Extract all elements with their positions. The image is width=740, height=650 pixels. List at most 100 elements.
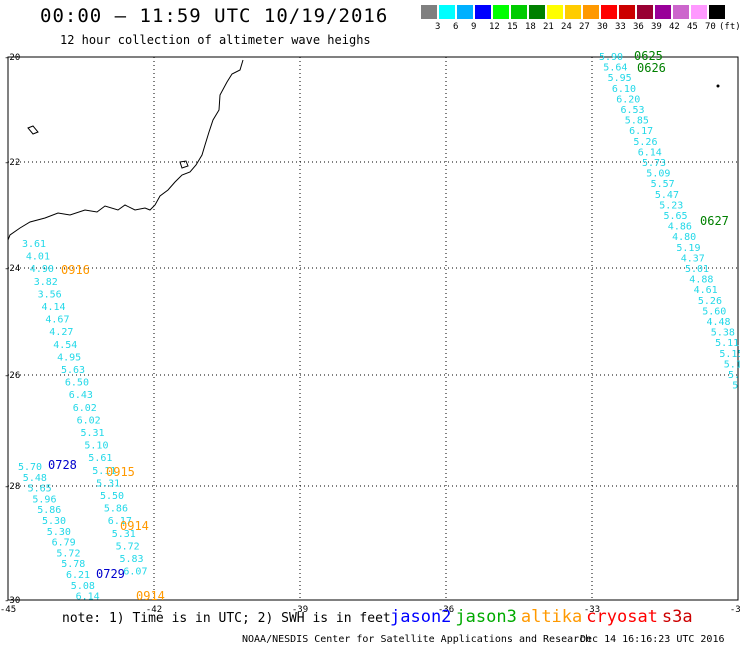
footer-date: Dec 14 16:16:23 UTC 2016	[580, 634, 725, 645]
legend-label: 12	[489, 22, 500, 32]
page-title: 00:00 – 11:59 UTC 10/19/2016	[40, 5, 389, 27]
swh-value: 5.78	[61, 559, 85, 570]
legend-swatch	[601, 5, 617, 19]
lat-tick-label: -20	[4, 53, 20, 63]
swh-value: 6.10	[612, 84, 636, 95]
swh-value: 4.67	[45, 315, 69, 326]
swh-value: 6.21	[66, 570, 90, 581]
satellite-name: jason3	[455, 607, 517, 627]
coastline	[7, 59, 244, 241]
satellite-name: s3a	[661, 607, 693, 627]
swh-value: 5.38	[711, 328, 735, 339]
legend-label: 70	[705, 22, 716, 32]
pass-time-label: 0625	[634, 49, 663, 63]
swh-value: 6.14	[76, 592, 100, 603]
swh-value: 4.48	[707, 317, 731, 328]
legend-label: 3	[435, 22, 441, 32]
lat-tick-label: -28	[4, 482, 20, 492]
swh-value: 5.72	[56, 548, 80, 559]
swh-value: 6.02	[73, 403, 97, 414]
pass-time-label: 0728	[48, 458, 77, 472]
legend-label: 21	[543, 22, 554, 32]
pass-time-label: 0914	[120, 519, 149, 533]
legend-swatch	[583, 5, 599, 19]
legend-label: 9	[471, 22, 477, 32]
swh-value: 5.26	[633, 137, 657, 148]
legend-swatch	[547, 5, 563, 19]
pass-time-label: 0914	[136, 589, 165, 603]
swh-value: 4.90	[30, 264, 54, 275]
legend-label: 24	[561, 22, 572, 32]
swh-value: 6.02	[77, 415, 101, 426]
lat-tick-label: -30	[4, 596, 20, 606]
legend-label: 45	[687, 22, 698, 32]
legend-label: (ft)	[719, 22, 740, 32]
swh-value: 6.43	[69, 390, 93, 401]
swh-value: 5.01	[685, 264, 709, 275]
legend-label: 6	[453, 22, 459, 32]
legend-label: 39	[651, 22, 662, 32]
lat-tick-label: -22	[4, 158, 20, 168]
satellite-name: cryosat	[586, 607, 658, 627]
pass-time-label: 0915	[106, 465, 135, 479]
swh-value: 5.85	[625, 116, 649, 127]
swh-value: 5.70	[18, 462, 42, 473]
legend-label: 27	[579, 22, 590, 32]
swh-value: 6.14	[638, 147, 662, 158]
lon-tick-label: -30	[730, 605, 740, 615]
swh-value: 4.01	[26, 252, 50, 263]
legend-label: 42	[669, 22, 680, 32]
lat-tick-label: -26	[4, 371, 20, 381]
satellite-name: altika	[520, 607, 583, 627]
swh-value: 5.65	[664, 211, 688, 222]
satellite-legend: jason2 jason3 altika cryosat s3a	[390, 607, 697, 627]
swh-value: 4.80	[672, 232, 696, 243]
swh-value: 5.11	[92, 466, 116, 477]
swh-value: 5.26	[698, 296, 722, 307]
legend-swatch	[421, 5, 437, 19]
legend-swatch	[529, 5, 545, 19]
swh-value: 6.79	[52, 538, 76, 549]
swh-value: 3.56	[38, 289, 62, 300]
swh-value: 3.82	[34, 277, 58, 288]
swh-value: 5.11	[715, 338, 739, 349]
page-subtitle: 12 hour collection of altimeter wave hei…	[60, 33, 371, 47]
swh-value: 5.72	[116, 541, 140, 552]
footer-credit: NOAA/NESDIS Center for Satellite Applica…	[242, 634, 592, 645]
legend-swatch	[637, 5, 653, 19]
swh-value: 5.31	[96, 478, 120, 489]
swh-value: 5.61	[88, 453, 112, 464]
legend-swatch	[691, 5, 707, 19]
legend-swatch	[439, 5, 455, 19]
swh-value: 6.50	[65, 378, 89, 389]
legend-swatch	[565, 5, 581, 19]
legend-swatch	[619, 5, 635, 19]
swh-value: 5.09	[646, 169, 670, 180]
legend-swatch	[457, 5, 473, 19]
swh-value: 5.65	[28, 484, 52, 495]
swh-value: 4.54	[53, 340, 77, 351]
swh-value: 4.88	[689, 275, 713, 286]
swh-value: 5.08	[71, 581, 95, 592]
legend-swatch	[655, 5, 671, 19]
swh-value: 5.10	[84, 441, 108, 452]
legend-label: 15	[507, 22, 518, 32]
swh-value: 3.61	[22, 239, 46, 250]
swh-value: 5.86	[104, 504, 128, 515]
swh-value: 4.86	[668, 222, 692, 233]
swh-value: 5.50	[100, 491, 124, 502]
legend-swatch	[475, 5, 491, 19]
pass-time-label: 0627	[700, 214, 729, 228]
swh-value: 5.31	[81, 428, 105, 439]
island-outline	[179, 160, 189, 169]
swh-value: 6.17	[108, 516, 132, 527]
swh-value: 5.64	[603, 63, 627, 74]
swh-value: 5.30	[47, 527, 71, 538]
swh-value: 5.90	[599, 52, 623, 63]
satellite-name: jason2	[390, 607, 452, 627]
swh-value: 5.23	[659, 200, 683, 211]
legend-swatch	[511, 5, 527, 19]
pass-time-label: 0729	[96, 567, 125, 581]
lat-tick-label: -24	[4, 264, 20, 274]
swh-value: 4.27	[49, 327, 73, 338]
